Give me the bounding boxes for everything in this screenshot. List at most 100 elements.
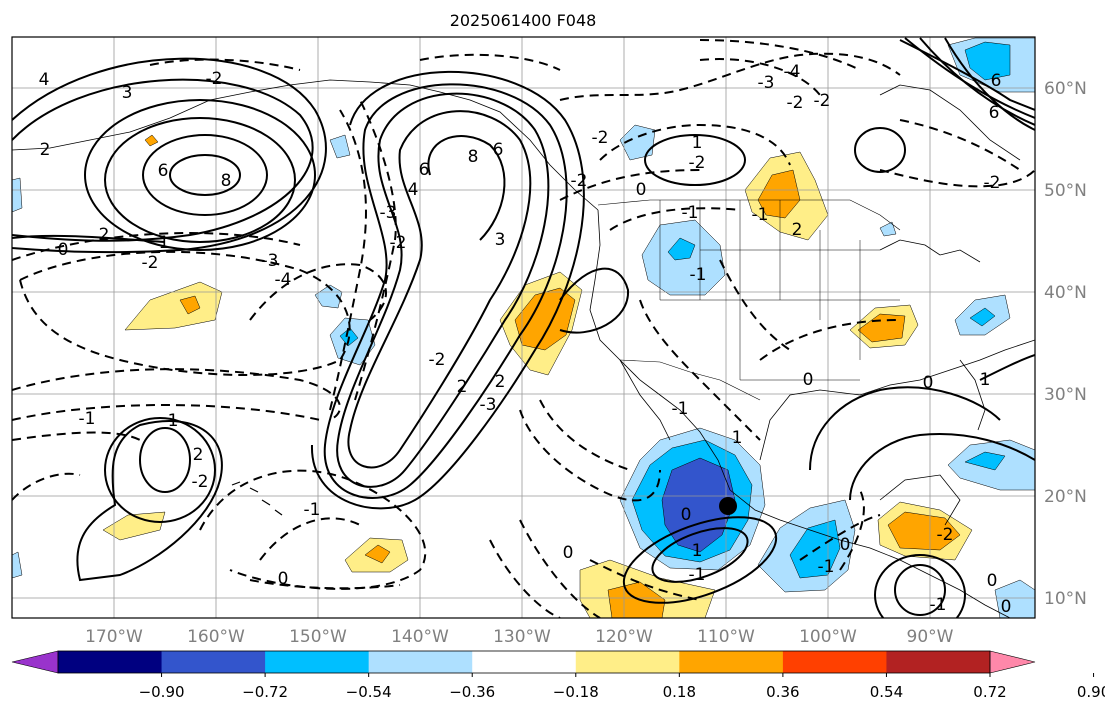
contour-label: -1 bbox=[689, 565, 706, 585]
lat-tick-label: 30°N bbox=[1044, 385, 1087, 405]
contour-label: 0 bbox=[923, 373, 934, 393]
dash-23 bbox=[839, 489, 865, 571]
shade-lightblue-12 bbox=[12, 177, 23, 213]
contour-ne-1 bbox=[899, 39, 1035, 111]
coast-greatlakes bbox=[879, 239, 981, 263]
contour-label: 4 bbox=[408, 180, 419, 200]
lat-tick-label: 50°N bbox=[1044, 181, 1087, 201]
dash-19 bbox=[639, 299, 761, 441]
contour-label: -2 bbox=[429, 350, 446, 370]
lon-tick-label: 170°W bbox=[85, 627, 143, 647]
border-states-1 bbox=[659, 200, 900, 381]
contour-label: -1 bbox=[79, 409, 96, 429]
contour-label: -1 bbox=[672, 399, 689, 419]
lon-tick-label: 110°W bbox=[697, 627, 755, 647]
contour-label: 6 bbox=[493, 140, 504, 160]
colorbar-label: 0.72 bbox=[973, 683, 1006, 701]
coast-alaska bbox=[12, 79, 599, 211]
contour-label: 1 bbox=[692, 133, 703, 153]
contour-label: -1 bbox=[930, 595, 947, 615]
colorbar-label: 0.36 bbox=[766, 683, 799, 701]
contour-high1-d bbox=[84, 99, 316, 251]
contour-west-0 bbox=[12, 234, 166, 243]
contour-label: 2 bbox=[193, 445, 204, 465]
dash-8 bbox=[259, 517, 361, 561]
dash-29 bbox=[699, 39, 861, 71]
contour-label: -3 bbox=[480, 395, 497, 415]
contour-label: -1 bbox=[682, 203, 699, 223]
contour-ridge-4 bbox=[323, 83, 568, 499]
contour-label: -3 bbox=[380, 203, 397, 223]
lat-tick-label: 40°N bbox=[1044, 283, 1087, 303]
contour-ridge-5 bbox=[310, 70, 585, 510]
contour-label: 6 bbox=[158, 161, 169, 181]
colorbar-swatch bbox=[368, 651, 473, 673]
colorbar-swatch bbox=[886, 651, 991, 673]
contour-label: -4 bbox=[784, 62, 801, 82]
contour-label: -1 bbox=[818, 557, 835, 577]
colorbar-label: 0.54 bbox=[870, 683, 903, 701]
colorbar-swatch bbox=[161, 651, 266, 673]
contour-high1-f bbox=[12, 57, 327, 254]
contour-label: 3 bbox=[495, 230, 506, 250]
shade-orange-6 bbox=[607, 581, 666, 618]
contour-label: -2 bbox=[814, 91, 831, 111]
contour-high2-c bbox=[76, 420, 223, 582]
lon-tick-label: 130°W bbox=[493, 627, 551, 647]
lon-tick-label: 150°W bbox=[289, 627, 347, 647]
dash-27 bbox=[419, 53, 561, 71]
dash-32 bbox=[12, 472, 81, 501]
dash-26 bbox=[149, 58, 301, 71]
contour-label: 1 bbox=[692, 541, 703, 561]
coast-westus bbox=[589, 209, 731, 491]
contour-high1-e bbox=[12, 78, 314, 242]
coast-gulf bbox=[759, 339, 1035, 461]
shade-blue-9 bbox=[964, 451, 1006, 471]
colorbar-extend-high bbox=[989, 650, 1036, 674]
contour-ridge-1 bbox=[427, 135, 506, 241]
contour-ridge-3 bbox=[336, 92, 550, 488]
contour-label: -1 bbox=[690, 265, 707, 285]
contour-label: 1 bbox=[159, 233, 170, 253]
shade-blue-10 bbox=[964, 41, 1011, 81]
shade-blue-2 bbox=[667, 237, 696, 261]
dash-1 bbox=[19, 250, 351, 376]
colorbar-label: 0.18 bbox=[663, 683, 696, 701]
shade-orange-1 bbox=[179, 295, 201, 315]
contour-small-1 bbox=[644, 134, 746, 186]
contour-label: -2 bbox=[390, 233, 407, 253]
contour-low-mex-1 bbox=[651, 527, 749, 583]
dash-24 bbox=[879, 169, 1035, 188]
dash-20 bbox=[719, 259, 791, 351]
contour-high1-a bbox=[169, 154, 241, 196]
colorbar-label: −0.72 bbox=[242, 683, 288, 701]
lon-tick-label: 90°W bbox=[907, 627, 954, 647]
dash-31 bbox=[249, 579, 401, 590]
colorbar-label: −0.18 bbox=[553, 683, 599, 701]
dash-13 bbox=[519, 519, 601, 618]
coast-hawaii bbox=[231, 481, 283, 516]
coast-baja bbox=[619, 359, 671, 441]
lat-tick-label: 10°N bbox=[1044, 589, 1087, 609]
contour-label: -2 bbox=[787, 93, 804, 113]
contour-label: -2 bbox=[142, 253, 159, 273]
contour-label: 1 bbox=[980, 370, 991, 390]
contour-high1-c bbox=[104, 117, 296, 243]
dash-14 bbox=[489, 539, 561, 618]
shade-orange-5 bbox=[887, 511, 961, 551]
contour-label: -1 bbox=[304, 500, 321, 520]
colorbar-label: −0.54 bbox=[346, 683, 392, 701]
shade-lightblue-14 bbox=[879, 221, 897, 237]
colorbar: −0.90 −0.72 −0.54 −0.36 −0.18 0.18 0.36 0.54 0.7… bbox=[11, 650, 1105, 701]
contour-label: -4 bbox=[275, 270, 292, 290]
contour-ridge-2 bbox=[347, 110, 532, 469]
contour-label: 3 bbox=[122, 83, 133, 103]
border-us-canada bbox=[597, 199, 901, 231]
colorbar-swatch bbox=[679, 651, 784, 673]
contour-label: -2 bbox=[937, 525, 954, 545]
contour-ne-3 bbox=[919, 37, 1035, 126]
contour-label: -1 bbox=[752, 205, 769, 225]
dash-10 bbox=[354, 99, 397, 401]
lat-axis: 60°N 50°N 40°N 30°N 20°N 10°N bbox=[1044, 79, 1087, 609]
contour-label: 0 bbox=[987, 571, 998, 591]
